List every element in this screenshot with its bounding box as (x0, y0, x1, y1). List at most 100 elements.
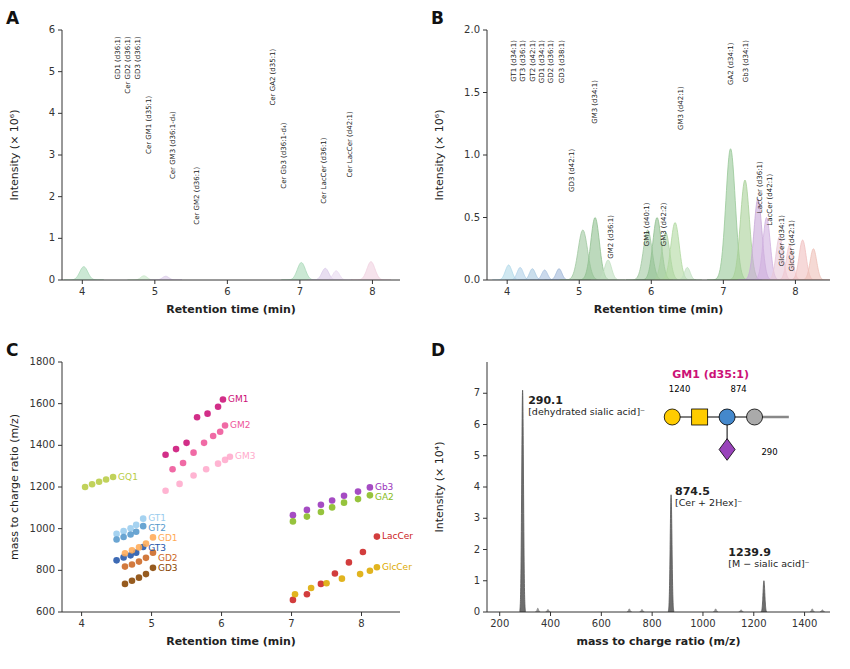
series-label: GD3 (158, 563, 178, 573)
scatter-point (129, 561, 136, 568)
scatter-point (169, 466, 176, 473)
y-tick (58, 570, 62, 571)
series-label: GM1 (228, 394, 248, 404)
x-tick (795, 280, 796, 284)
annotation: GlcCer (d34:1) (778, 215, 786, 266)
annotation: Cer LacCer (d42:1) (346, 111, 354, 178)
x-axis-line (487, 280, 830, 281)
scatter-point (292, 591, 299, 598)
plot-area (64, 262, 391, 280)
y-tick-label: 1200 (30, 481, 55, 492)
x-tick-label: 8 (369, 286, 375, 297)
x-tick (753, 612, 754, 616)
figure: GD1 (d36:1)Cer GD2 (d36:1)GD3 (d36:1)Cer… (0, 0, 850, 669)
x-tick (652, 612, 653, 616)
y-tick (483, 424, 487, 425)
annotation: GT2 (d42:1) (529, 40, 537, 82)
annotation: Cer GM3 (d36:1-d₄) (169, 111, 177, 179)
annotation: GM1 (d40:1) (643, 202, 651, 246)
panel: 290.1[dehydrated sialic acid]⁻874.5[Cer … (431, 340, 830, 648)
glycan-symbol (719, 439, 735, 461)
y-tick (58, 238, 62, 239)
annotation: GM3 (d42:2) (660, 202, 668, 246)
scatter-point (341, 499, 348, 506)
scatter-point (140, 523, 147, 530)
y-tick-label: 2.0 (464, 24, 480, 35)
x-tick (151, 612, 152, 616)
y-tick-label: 0 (474, 606, 480, 617)
annotation: GlcCer (d42:1) (788, 220, 796, 271)
x-tick (702, 612, 703, 616)
peak (149, 276, 182, 280)
y-tick-label: 7 (474, 387, 480, 398)
glycan-symbol (664, 409, 680, 425)
peak (761, 581, 766, 612)
scatter-point (82, 484, 89, 491)
series-label: LacCer (382, 531, 413, 541)
y-tick-label: 1 (49, 232, 55, 243)
scatter-point (127, 531, 134, 538)
scatter-point (190, 449, 197, 456)
peak (351, 262, 391, 280)
scatter-point (127, 525, 134, 532)
scatter-point (96, 478, 103, 485)
series-label: GA2 (375, 492, 394, 502)
y-tick-label: 1000 (30, 523, 55, 534)
y-tick-label: 2 (49, 191, 55, 202)
scatter-point (304, 591, 311, 598)
x-tick (579, 280, 580, 284)
y-tick-label: 3 (474, 512, 480, 523)
x-tick (601, 612, 602, 616)
scatter-point (162, 451, 169, 458)
annotation: GD2 (d36:1) (547, 40, 555, 83)
scatter-point (143, 555, 150, 562)
series-label: GlcCer (382, 562, 412, 572)
x-tick (651, 280, 652, 284)
scatter-point (89, 481, 96, 488)
x-tick-label: 600 (592, 618, 611, 629)
annotation: GD3 (d42:1) (568, 148, 576, 191)
annotation: Gb3 (d34:1) (742, 40, 750, 82)
labels: GT1 (d34:1)GT3 (d36:1)GT2 (d42:1)GD1 (d3… (510, 40, 796, 271)
scatter-point (318, 501, 325, 508)
inset-label: 1240 (669, 384, 691, 394)
glycan-inset: GM1 (d35:1)1240874290 (664, 368, 789, 461)
y-tick (483, 487, 487, 488)
x-tick-label: 6 (224, 286, 230, 297)
peak (668, 495, 673, 612)
x-tick-label: 400 (541, 618, 560, 629)
scatter-point (339, 575, 346, 582)
x-tick (804, 612, 805, 616)
peak (545, 269, 574, 280)
scatter-point (210, 433, 217, 440)
scatter-point (323, 580, 330, 587)
y-tick (58, 30, 62, 31)
x-tick-label: 5 (576, 286, 582, 297)
y-axis-label: Intensity (× 10⁴) (433, 441, 446, 532)
x-tick-label: 7 (297, 286, 303, 297)
annotation: GM3 (d34:1) (591, 80, 599, 124)
inset-label: 290 (761, 447, 777, 457)
series-label: GT1 (148, 513, 166, 523)
y-axis-label: Intensity (× 10⁶) (8, 109, 21, 200)
x-axis-line (62, 612, 400, 613)
y-axis-label: Intensity (× 10⁶) (433, 109, 446, 200)
series-label: GT2 (148, 523, 166, 533)
labels: GQ1GT1GT2GT3GD1GD2GD3GM1GM2GM3Gb3GA2LacC… (118, 394, 413, 573)
scatter-point (120, 534, 127, 541)
glycan-bond (672, 417, 754, 418)
scatter-point (136, 558, 143, 565)
y-tick (58, 487, 62, 488)
peak (536, 608, 541, 612)
scatter-point (220, 396, 227, 403)
x-tick (221, 612, 222, 616)
scatter-point (183, 440, 190, 447)
y-tick (58, 612, 62, 613)
y-tick-label: 2 (474, 544, 480, 555)
panel: GD1 (d36:1)Cer GD2 (d36:1)GD3 (d36:1)Cer… (6, 8, 400, 316)
scatter-point (150, 565, 157, 572)
x-tick-label: 8 (358, 618, 364, 629)
x-axis-label: Retention time (min) (166, 303, 296, 316)
inset-label: 874 (731, 384, 747, 394)
scatter-point (217, 428, 224, 435)
